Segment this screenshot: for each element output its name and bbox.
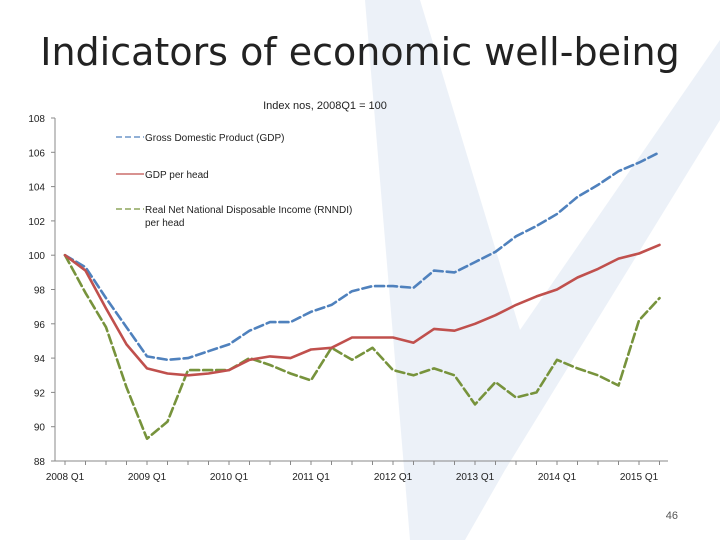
x-tick-label: 2010 Q1 [210, 472, 249, 483]
series-lines [63, 151, 661, 441]
y-tick-label: 96 [34, 320, 46, 331]
slide-title: Indicators of economic well-being [40, 30, 680, 74]
legend-item-rnndi-label: Real Net National Disposable Income (RNN… [145, 205, 352, 229]
y-axis: 88 90 92 94 96 98 100 102 104 106 108 [28, 114, 56, 468]
y-tick-label: 88 [34, 457, 46, 468]
x-tick-label: 2014 Q1 [538, 472, 577, 483]
y-tick-label: 90 [34, 423, 46, 434]
watermark-shape [365, 0, 720, 540]
legend-item-gdp-label: Gross Domestic Product (GDP) [145, 133, 284, 144]
y-tick-label: 92 [34, 388, 46, 399]
background-watermark [365, 0, 720, 540]
series-gdp-per-head-line [63, 243, 661, 377]
x-tick-label: 2013 Q1 [456, 472, 495, 483]
x-tick-label: 2015 Q1 [620, 472, 659, 483]
y-tick-label: 104 [28, 183, 45, 194]
legend-item-gdp-per-head-label: GDP per head [145, 170, 209, 181]
y-tick-label: 106 [28, 148, 45, 159]
y-tick-label: 108 [28, 114, 45, 125]
series-gdp-line [63, 151, 661, 362]
chart-title: Index nos, 2008Q1 = 100 [263, 100, 387, 112]
y-tick-label: 102 [28, 217, 45, 228]
page-number: 46 [665, 510, 678, 522]
x-tick-label: 2011 Q1 [292, 472, 330, 483]
x-axis: 2008 Q1 2009 Q1 2010 Q1 2011 Q1 2012 Q1 2013 … [46, 460, 668, 483]
series-rnndi-line [63, 253, 661, 441]
x-tick-label: 2012 Q1 [374, 472, 413, 483]
x-tick-label: 2008 Q1 [46, 472, 85, 483]
y-tick-label: 98 [34, 286, 46, 297]
x-tick-label: 2009 Q1 [128, 472, 167, 483]
y-tick-label: 94 [34, 354, 46, 365]
legend: Gross Domestic Product (GDP) GDP per head… [116, 133, 352, 229]
y-tick-label: 100 [28, 251, 45, 262]
